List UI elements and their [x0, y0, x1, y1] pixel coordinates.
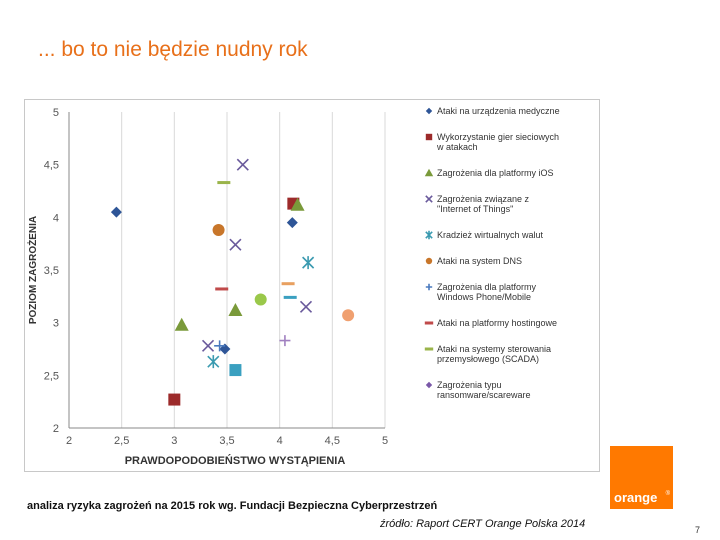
- legend-marker: [425, 133, 433, 141]
- y-tick-label: 3,5: [44, 265, 59, 277]
- x-tick-label: 2,5: [114, 435, 129, 447]
- x-tick-label: 3: [171, 435, 177, 447]
- legend-marker: [424, 168, 434, 177]
- legend-entry: Ataki na system DNS: [437, 256, 522, 266]
- legend-entry: Wykorzystanie gier sieciowych w atakach: [436, 132, 559, 152]
- data-point: [254, 293, 267, 306]
- legend-entry: Zagrożenia typu ransomware/scareware: [437, 380, 531, 400]
- data-point: [174, 317, 189, 331]
- data-point: [228, 303, 243, 317]
- y-tick-label: 5: [53, 107, 59, 119]
- data-point: [201, 339, 215, 352]
- y-axis-label: POZIOM ZAGROŻENIA: [26, 216, 39, 324]
- legend-marker: [425, 107, 433, 115]
- legend-marker: [424, 321, 434, 325]
- legend-entry: Zagrożenia dla platformy Windows Phone/Mo…: [437, 282, 537, 302]
- data-point: [299, 300, 313, 313]
- scatter-chart: 2 2,5 3 3,5 4 4,5 5 2 2,5 3 3,5 4 4,5 5 PRAWDOPODOBIEŃ…: [26, 106, 560, 467]
- data-point: [229, 238, 242, 251]
- data-point: [236, 158, 249, 171]
- x-tick-label: 4,5: [325, 435, 340, 447]
- data-point: [302, 256, 315, 270]
- data-point: [279, 335, 291, 347]
- legend-entry: Ataki na platformy hostingowe: [437, 318, 557, 328]
- legend-entry: Zagrożenia dla platformy iOS: [437, 168, 554, 178]
- data-point: [229, 364, 242, 377]
- x-tick-label: 2: [66, 435, 72, 447]
- data-point: [342, 309, 355, 322]
- data-point: [281, 282, 295, 286]
- data-point: [290, 197, 305, 211]
- y-tick-label: 4: [53, 212, 59, 224]
- data-point: [283, 295, 297, 299]
- legend-entry: Ataki na systemy sterowania przemysłowego…: [437, 344, 551, 364]
- x-tick-label: 4: [277, 435, 283, 447]
- legend-marker: [425, 230, 433, 240]
- chart-frame: 2 2,5 3 3,5 4 4,5 5 2 2,5 3 3,5 4 4,5 5 PRAWDOPODOBIEŃ…: [24, 99, 600, 472]
- legend-marker: [425, 381, 433, 389]
- data-point: [214, 340, 226, 352]
- x-axis-label: PRAWDOPODOBIEŃSTWO WYSTĄPIENIA: [125, 454, 346, 467]
- legend-marker: [424, 347, 434, 351]
- legend-entry: Ataki na urządzenia medyczne: [437, 106, 560, 116]
- source-note: źródło: Raport CERT Orange Polska 2014: [380, 518, 586, 530]
- y-tick-label: 2: [53, 423, 59, 435]
- logo-text: orange: [614, 490, 658, 505]
- x-tick-label: 5: [382, 435, 388, 447]
- data-point: [110, 206, 122, 218]
- legend-marker: [425, 257, 433, 265]
- legend-marker: [425, 283, 433, 291]
- y-tick-label: 2,5: [44, 370, 59, 382]
- data-point: [215, 287, 229, 291]
- data-point: [286, 217, 298, 229]
- data-point: [168, 393, 181, 406]
- x-tick-label: 3,5: [219, 435, 234, 447]
- legend-entry: Kradzież wirtualnych walut: [437, 230, 544, 240]
- legend-marker: [425, 195, 433, 203]
- orange-logo: orange ®: [610, 446, 673, 509]
- y-tick-label: 4,5: [44, 160, 59, 172]
- chart-caption: analiza ryzyka zagrożeń na 2015 rok wg. …: [27, 500, 438, 512]
- page-number: 7: [695, 525, 701, 535]
- slide-title: ... bo to nie będzie nudny rok: [38, 38, 308, 61]
- data-point: [207, 355, 220, 369]
- data-point: [212, 223, 225, 236]
- legend-entry: Zagrożenia związane z "Internet of Things…: [437, 194, 530, 214]
- y-tick-label: 3: [53, 318, 59, 330]
- data-point: [217, 181, 231, 185]
- logo-registered-mark: ®: [665, 491, 670, 497]
